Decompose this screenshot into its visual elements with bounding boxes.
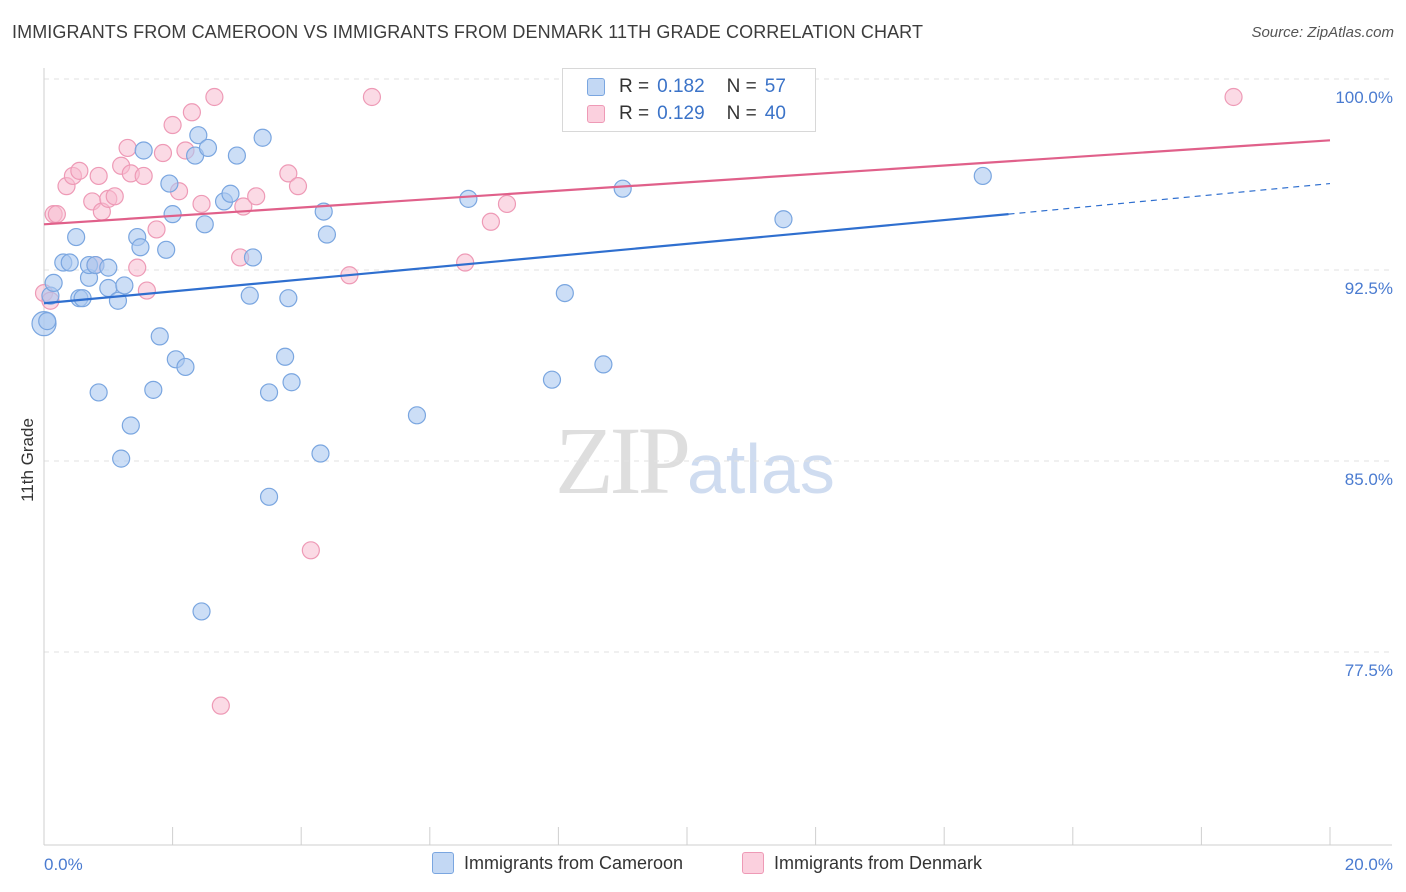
denmark-point xyxy=(301,541,320,560)
legend-n-label: N = xyxy=(726,103,757,124)
cameroon-point xyxy=(44,273,63,293)
cameroon-point xyxy=(317,225,337,244)
denmark-point xyxy=(362,87,382,107)
cameroon-point xyxy=(311,444,330,463)
legend-r-value-cameroon: 0.182 xyxy=(657,76,705,97)
denmark-point xyxy=(192,194,211,214)
series-name-denmark: Immigrants from Denmark xyxy=(774,852,983,873)
cameroon-point xyxy=(157,240,176,259)
source-label: Source: ZipAtlas.com xyxy=(1251,24,1394,41)
series-swatch-denmark xyxy=(742,852,764,874)
cameroon-point xyxy=(774,210,793,229)
denmark-point xyxy=(89,166,108,186)
legend-row-denmark: R = 0.129 N = 40 xyxy=(587,102,786,126)
cameroon-point xyxy=(195,215,214,234)
denmark-point xyxy=(147,220,166,239)
cameroon-point xyxy=(121,416,140,435)
cameroon-point xyxy=(973,166,992,186)
cameroon-point xyxy=(259,487,279,506)
cameroon-point xyxy=(240,286,259,305)
cameroon-point xyxy=(189,126,208,145)
cameroon-point xyxy=(198,138,218,158)
denmark-point xyxy=(47,205,66,224)
cameroon-point xyxy=(108,291,128,310)
cameroon-point xyxy=(613,179,632,198)
denmark-point xyxy=(1224,87,1243,107)
cameroon-point xyxy=(192,602,211,621)
denmark-point xyxy=(205,87,224,107)
denmark-point xyxy=(163,115,182,135)
legend-n-label: N = xyxy=(726,76,757,97)
y-tick-label: 100.0% xyxy=(1335,88,1393,107)
denmark-point xyxy=(134,166,153,186)
cameroon-trend-line xyxy=(43,213,1009,305)
y-tick-label: 85.0% xyxy=(1345,470,1393,489)
denmark-point xyxy=(70,161,89,180)
denmark-point xyxy=(128,258,147,277)
legend-row-cameroon: R = 0.182 N = 57 xyxy=(587,75,786,99)
cameroon-point xyxy=(279,289,298,308)
cameroon-point xyxy=(594,355,613,374)
y-tick-label: 92.5% xyxy=(1345,279,1393,298)
legend-swatch-denmark xyxy=(587,105,605,123)
series-legend-denmark: Immigrants from Denmark xyxy=(742,852,982,874)
denmark-point xyxy=(211,696,230,715)
cameroon-point xyxy=(144,380,163,399)
denmark-point xyxy=(279,164,298,183)
cameroon-point xyxy=(407,406,427,425)
cameroon-point xyxy=(131,238,150,257)
cameroon-point xyxy=(227,146,246,165)
chart-title: IMMIGRANTS FROM CAMEROON VS IMMIGRANTS F… xyxy=(12,22,924,42)
denmark-point xyxy=(288,177,308,196)
denmark-point xyxy=(153,143,173,163)
denmark-point xyxy=(118,138,137,158)
series-legend-cameroon: Immigrants from Cameroon xyxy=(432,852,683,874)
cameroon-point xyxy=(67,227,86,247)
cameroon-point xyxy=(259,383,279,402)
legend-swatch-cameroon xyxy=(587,78,605,96)
denmark-point xyxy=(137,281,156,300)
cameroon-point xyxy=(160,174,179,193)
watermark-atlas: atlas xyxy=(687,430,835,508)
legend-n-value-denmark: 40 xyxy=(764,103,786,124)
denmark-trend-line xyxy=(43,139,1331,226)
denmark-point xyxy=(456,253,475,272)
cameroon-point xyxy=(253,128,272,147)
cameroon-point xyxy=(555,283,574,303)
cameroon-point xyxy=(176,357,195,377)
denmark-point xyxy=(481,212,500,231)
cameroon-point xyxy=(243,248,263,267)
legend-r-label: R = xyxy=(619,76,650,97)
y-tick-label: 77.5% xyxy=(1345,661,1393,680)
cameroon-point xyxy=(542,370,562,389)
cameroon-point xyxy=(112,449,131,468)
legend-n-value-cameroon: 57 xyxy=(764,76,786,97)
cameroon-point xyxy=(38,312,57,331)
series-legend: Immigrants from Cameroon Immigrants from… xyxy=(0,852,1406,878)
cameroon-point xyxy=(115,276,134,295)
cameroon-point xyxy=(163,205,182,224)
cameroon-trend-extension xyxy=(1008,182,1331,215)
series-swatch-cameroon xyxy=(432,852,454,874)
cameroon-point xyxy=(221,184,240,203)
legend-r-label: R = xyxy=(619,103,650,124)
legend-r-value-denmark: 0.129 xyxy=(657,103,705,124)
denmark-point xyxy=(105,187,124,206)
cameroon-point xyxy=(60,253,79,272)
cameroon-point xyxy=(276,347,295,366)
x-tick-label: 0.0% xyxy=(44,855,83,874)
denmark-point xyxy=(247,187,266,206)
x-tick-label: 20.0% xyxy=(1345,855,1393,874)
cameroon-point xyxy=(99,258,118,277)
cameroon-point xyxy=(150,327,169,346)
cameroon-point xyxy=(134,141,153,160)
correlation-legend: R = 0.182 N = 57 R = 0.129 N = 40 xyxy=(562,68,816,132)
denmark-point xyxy=(182,103,201,122)
cameroon-point xyxy=(282,373,301,392)
denmark-point xyxy=(497,194,517,214)
series-name-cameroon: Immigrants from Cameroon xyxy=(464,852,684,873)
cameroon-point xyxy=(459,189,478,208)
cameroon-point xyxy=(89,383,108,402)
